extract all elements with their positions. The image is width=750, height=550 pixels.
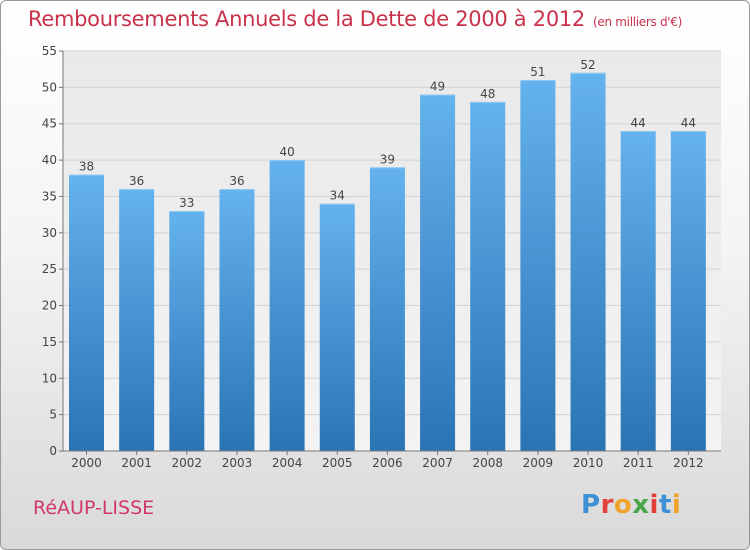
x-tick-label-2005: 2005: [322, 456, 353, 470]
proxiti-logo[interactable]: Proxiti: [581, 490, 681, 520]
data-label-2001: 36: [129, 174, 144, 188]
logo-letter: t: [658, 490, 672, 520]
y-tick-label: 30: [42, 226, 57, 240]
y-tick-label: 15: [42, 335, 57, 349]
data-label-2003: 36: [229, 174, 244, 188]
bar-2012: [670, 131, 706, 451]
bar-2003: [219, 189, 255, 451]
y-tick-label: 40: [42, 153, 57, 167]
x-tick-label-2003: 2003: [222, 456, 253, 470]
data-label-2012: 44: [681, 116, 696, 130]
bar-2005: [319, 203, 355, 451]
logo-letter: o: [613, 490, 633, 520]
bar-2007: [420, 94, 456, 452]
data-label-2004: 40: [279, 145, 294, 159]
unit-label: (en milliers d'€): [593, 15, 683, 29]
y-tick-label: 20: [42, 299, 57, 313]
data-label-2005: 34: [330, 189, 345, 203]
data-label-2006: 39: [380, 152, 395, 166]
y-tick-label: 5: [49, 408, 57, 422]
logo-letter: i: [649, 490, 659, 520]
bar-2010: [570, 72, 606, 452]
logo-letter: P: [581, 490, 601, 520]
bar-2008: [470, 101, 506, 451]
y-tick-label: 0: [49, 444, 57, 458]
title-text: Remboursements Annuels de la Dette de 20…: [28, 7, 585, 31]
data-label-2007: 49: [430, 80, 445, 94]
x-tick-label-2011: 2011: [623, 456, 654, 470]
bar-2001: [119, 189, 155, 451]
data-label-2008: 48: [480, 87, 495, 101]
x-tick-label-2002: 2002: [172, 456, 203, 470]
data-label-2009: 51: [530, 65, 545, 79]
x-tick-label-2008: 2008: [472, 456, 503, 470]
data-label-2002: 33: [179, 196, 194, 210]
y-axis: 0 5 10 15 20 25 30 35 40 45 50 55: [42, 44, 64, 458]
x-axis: 2000 2001 2002 2003 2004 2005 2006 2007 2008 2009…: [63, 450, 721, 470]
x-tick-label-2000: 2000: [71, 456, 102, 470]
x-tick-label-2001: 2001: [121, 456, 152, 470]
data-label-2000: 38: [79, 160, 94, 174]
x-tick-label-2007: 2007: [422, 456, 453, 470]
chart-title: Remboursements Annuels de la Dette de 20…: [28, 7, 682, 31]
bars: 38 36 33 36 40 34 39 49 48 51 52 44 44: [69, 58, 706, 452]
x-tick-label-2012: 2012: [673, 456, 704, 470]
bar-2002: [169, 211, 205, 451]
bar-2004: [269, 160, 305, 451]
logo-letter: i: [671, 490, 682, 520]
y-tick-label: 55: [42, 44, 57, 58]
y-tick-label: 25: [42, 262, 57, 276]
x-tick-label-2010: 2010: [573, 456, 604, 470]
bar-2009: [520, 80, 556, 451]
bar-2006: [369, 167, 405, 451]
logo-letter: x: [632, 490, 650, 520]
bar-2011: [620, 131, 656, 451]
bar-2000: [69, 174, 104, 452]
data-label-2011: 44: [631, 116, 646, 130]
logo-letter: r: [600, 490, 614, 520]
data-label-2010: 52: [580, 58, 595, 72]
y-tick-label: 45: [42, 117, 57, 131]
x-tick-label-2004: 2004: [272, 456, 303, 470]
y-tick-label: 35: [42, 189, 57, 203]
commune-name: RéAUP-LISSE: [33, 497, 155, 519]
x-tick-label-2006: 2006: [372, 456, 403, 470]
y-tick-label: 10: [42, 371, 57, 385]
y-tick-label: 50: [42, 80, 57, 94]
x-tick-label-2009: 2009: [523, 456, 554, 470]
